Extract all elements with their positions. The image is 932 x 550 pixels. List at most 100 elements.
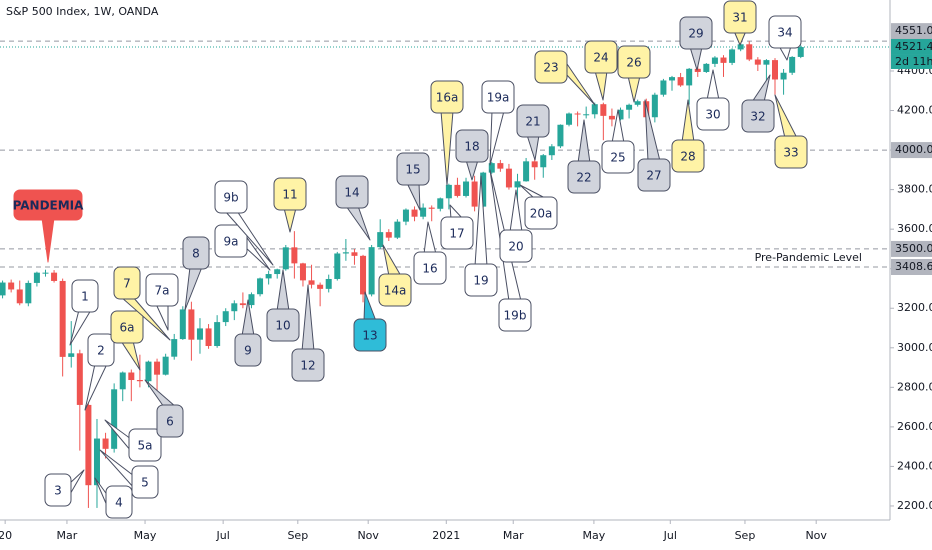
callout-seam <box>725 2 755 32</box>
price-tag-label: 4000.0 <box>895 143 932 156</box>
x-tick-label: Jul <box>216 529 230 542</box>
candle-body <box>437 198 444 209</box>
candle-body <box>677 77 684 86</box>
x-tick-label: Sep <box>735 529 756 542</box>
candle-body <box>111 389 118 449</box>
candle-body <box>291 247 298 264</box>
price-caption: Pre-Pandemic Level <box>755 251 862 264</box>
callout-label: 27 <box>646 169 661 183</box>
callout-seam <box>432 82 462 112</box>
callout-label: 25 <box>610 151 625 165</box>
candle-body <box>351 252 358 256</box>
callout-seam <box>442 218 472 248</box>
callout-seam <box>236 335 260 365</box>
candle-body <box>454 184 461 196</box>
x-tick-label: Mar <box>57 529 78 542</box>
candle-body <box>196 328 203 340</box>
callout-seam <box>73 281 97 311</box>
candle-body <box>497 163 504 169</box>
callout-seam <box>457 131 487 161</box>
price-tag <box>891 240 932 257</box>
callout-seam <box>415 253 445 283</box>
callout-seam <box>107 487 131 517</box>
candle-body <box>42 272 49 274</box>
callout-seam <box>776 137 806 167</box>
x-tick-label: 20 <box>0 529 12 542</box>
callout-label: 4 <box>115 496 123 510</box>
y-tick-label: 3600.0 <box>897 222 932 235</box>
candle-body <box>299 263 306 281</box>
callout-seam <box>293 350 323 380</box>
callout-seam <box>380 275 410 305</box>
y-tick-label: 2200.0 <box>897 499 932 512</box>
callout-label: 1 <box>81 290 89 304</box>
candle-body <box>763 60 770 65</box>
candle-body <box>574 113 581 115</box>
candle-body <box>282 247 289 270</box>
callout-label: 6a <box>120 321 135 335</box>
callout-label: 32 <box>750 110 765 124</box>
candle-body <box>25 282 32 304</box>
callout-seam <box>115 268 139 298</box>
countdown-tag <box>891 54 932 69</box>
candle-body <box>583 114 590 116</box>
callout-seam <box>639 160 669 190</box>
price-tag <box>891 38 932 55</box>
callout-label: 18 <box>464 140 479 154</box>
callout-seam <box>536 52 566 82</box>
candle-body <box>686 68 693 86</box>
candle-body <box>402 209 409 222</box>
price-tag <box>891 258 932 275</box>
candle-body <box>59 280 66 357</box>
x-tick-label: Jul <box>663 529 677 542</box>
candle-body <box>488 163 495 173</box>
candle-body <box>222 311 229 323</box>
callout-label: 9b <box>223 191 238 205</box>
price-tag-label: 4521.4 <box>895 40 932 53</box>
callout-label: 16a <box>436 91 459 105</box>
callout-label: 26 <box>626 56 641 70</box>
callout-label: 14a <box>384 284 407 298</box>
candle-body <box>711 57 718 64</box>
callout-seam <box>398 154 428 184</box>
candle-body <box>214 322 221 347</box>
callout-seam <box>147 275 177 305</box>
callout-seam <box>130 430 160 460</box>
candle-body <box>600 104 607 116</box>
candle-body <box>514 181 521 188</box>
x-tick-label: Nov <box>357 529 379 542</box>
callout-label: 16 <box>422 262 437 276</box>
x-tick-label: Mar <box>503 529 524 542</box>
callout-label: 11 <box>282 188 297 202</box>
x-tick-label: May <box>134 529 157 542</box>
callout-label: 22 <box>576 171 591 185</box>
candle-body <box>566 113 573 125</box>
y-tick-label: 3200.0 <box>897 301 932 314</box>
candle-body <box>128 372 135 381</box>
candle-body <box>145 361 152 382</box>
candle-body <box>694 68 701 72</box>
callout-seam <box>112 312 142 342</box>
candle-body <box>360 255 367 295</box>
callout-label: 24 <box>593 51 608 65</box>
callout-label: 7a <box>155 284 170 298</box>
callout-seam <box>466 265 496 295</box>
candle-body <box>334 253 341 279</box>
candle-body <box>754 59 761 65</box>
callout-label: 2 <box>97 344 105 358</box>
callout-label: 23 <box>543 61 558 75</box>
countdown-label: 2d 11h <box>895 55 932 68</box>
callout-label: 21 <box>525 115 540 129</box>
callout-seam <box>526 198 556 228</box>
candle-body <box>548 146 555 156</box>
candle-body <box>737 44 744 50</box>
x-tick-label: May <box>583 529 606 542</box>
candle-body <box>540 155 547 168</box>
callout-seam <box>483 82 513 112</box>
callout-seam <box>500 300 530 330</box>
callout-label: 19b <box>504 309 527 323</box>
candle-body <box>51 272 58 281</box>
callout-seam <box>268 310 298 340</box>
candle-body <box>119 372 126 390</box>
